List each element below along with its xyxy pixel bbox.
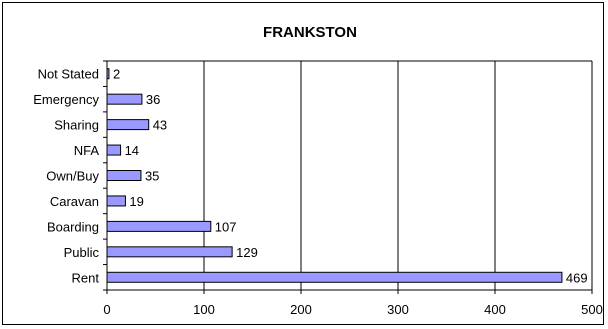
labels: 0 100 200 300 400 500 Not Stated 2 Emergency 36 Sh… xyxy=(33,67,603,317)
x-tick-label: 500 xyxy=(581,302,603,317)
data-label: 129 xyxy=(236,245,258,260)
data-label: 2 xyxy=(113,67,120,82)
category-label: Caravan xyxy=(50,194,99,209)
bar-own-buy xyxy=(106,170,142,181)
bar-caravan xyxy=(106,195,126,207)
bar-sharing xyxy=(106,119,150,131)
category-label: NFA xyxy=(74,143,100,158)
category-label: Rent xyxy=(72,270,100,285)
chart-svg: FRANKSTON 0 100 200 300 400 500 Not Stated 2 Eme… xyxy=(33,24,603,317)
data-label: 36 xyxy=(146,92,160,107)
data-label: 107 xyxy=(215,219,237,234)
category-label: Not Stated xyxy=(38,67,99,82)
x-tick-label: 100 xyxy=(193,302,215,317)
x-tick-label: 200 xyxy=(290,302,312,317)
data-label: 35 xyxy=(145,169,159,184)
bar-public xyxy=(106,246,233,258)
category-label: Public xyxy=(64,245,100,260)
category-label: Boarding xyxy=(47,219,99,234)
category-label: Emergency xyxy=(33,92,99,107)
axes xyxy=(103,60,593,294)
category-label: Sharing xyxy=(54,118,99,133)
chart-title: FRANKSTON xyxy=(263,24,357,41)
bar-nfa xyxy=(106,144,122,156)
gridlines xyxy=(203,61,593,290)
data-label: 19 xyxy=(129,194,143,209)
x-tick-label: 400 xyxy=(484,302,506,317)
bar-rent xyxy=(106,271,563,283)
data-label: 43 xyxy=(153,118,167,133)
x-tick-label: 0 xyxy=(103,302,110,317)
bar-boarding xyxy=(106,220,212,232)
bars xyxy=(106,68,563,283)
category-label: Own/Buy xyxy=(46,169,99,184)
chart-frame: FRANKSTON 0 100 200 300 400 500 Not Stated 2 Eme… xyxy=(2,2,604,325)
bar-emergency xyxy=(106,93,143,105)
data-label: 14 xyxy=(125,143,139,158)
x-tick-label: 300 xyxy=(387,302,409,317)
data-label: 469 xyxy=(566,270,588,285)
